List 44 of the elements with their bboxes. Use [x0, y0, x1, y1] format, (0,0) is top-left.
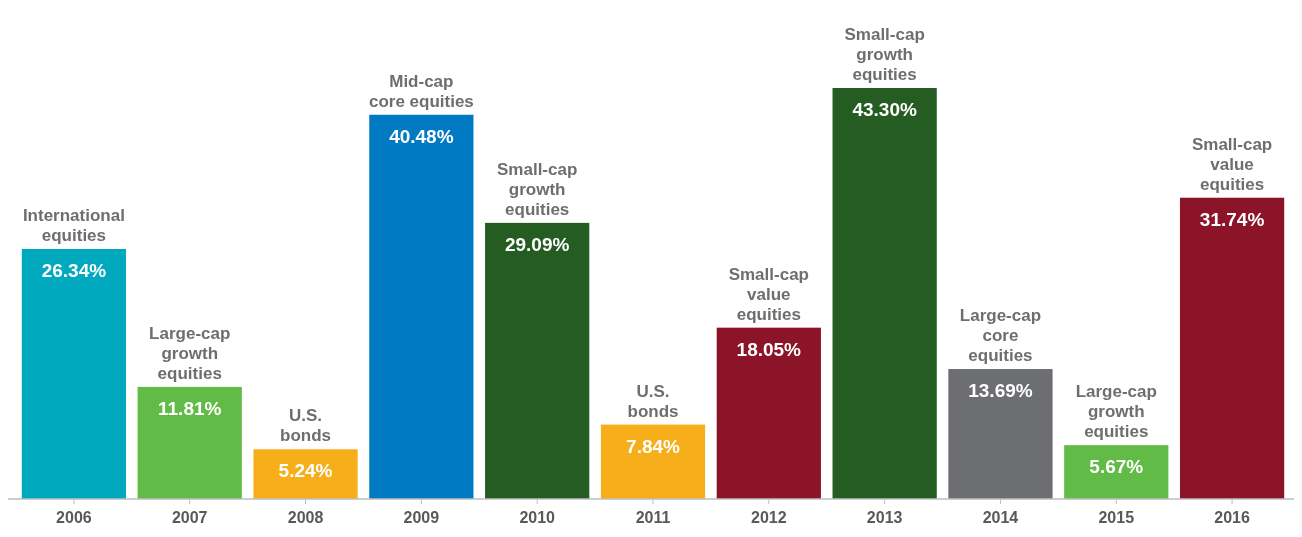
annotation: International equities	[22, 205, 125, 245]
bar	[1064, 445, 1169, 499]
bar	[948, 369, 1053, 499]
bar	[21, 248, 127, 499]
x-tick-label: 2009	[403, 509, 440, 526]
x-tick-label: 2010	[519, 509, 556, 526]
bar	[253, 449, 358, 499]
x-tick-label: 2012	[751, 509, 787, 526]
x-tick-label: 2006	[56, 509, 92, 526]
annotation: Large-cap growth equities	[149, 323, 231, 383]
bar	[137, 386, 242, 499]
data-label: 26.34%	[41, 259, 107, 281]
data-label: 11.81%	[158, 397, 222, 419]
x-tick-label: 2007	[171, 509, 208, 526]
annotation: U.S. bonds	[627, 381, 679, 421]
data-label: 18.05%	[736, 338, 802, 360]
annotation: Small-cap growth equities	[497, 159, 578, 219]
x-tick-label: 2015	[1098, 509, 1135, 526]
bar	[600, 424, 706, 499]
data-label: 7.84%	[626, 435, 681, 457]
annotation: Small-cap value equities	[728, 264, 809, 324]
annotation: Large-cap core equities	[959, 306, 1042, 366]
data-label: 40.48%	[389, 125, 454, 147]
bar	[832, 88, 937, 499]
bar	[716, 327, 821, 499]
data-label: 29.09%	[504, 233, 570, 255]
bar	[369, 114, 474, 499]
x-tick-label: 2014	[982, 509, 1019, 526]
data-label: 31.74%	[1199, 208, 1265, 230]
annotation: U.S. bonds	[280, 406, 332, 446]
annotation: Mid-cap core equities	[368, 71, 474, 111]
data-label: 5.24%	[278, 460, 333, 482]
data-label: 13.69%	[968, 380, 1033, 402]
data-label: 5.67%	[1089, 456, 1144, 478]
x-tick-label: 2016	[1214, 509, 1250, 526]
annotation: Large-cap growth equities	[1075, 382, 1157, 442]
data-label: 43.30%	[852, 99, 917, 120]
bar	[1179, 197, 1285, 499]
bar	[485, 222, 590, 499]
x-tick-label: 2008	[287, 509, 324, 526]
annotation: Small-cap value equities	[1191, 134, 1273, 194]
annotation: Small-cap growth equities	[844, 25, 925, 84]
x-tick-label: 2013	[866, 509, 903, 526]
x-tick-label: 2011	[635, 509, 671, 526]
